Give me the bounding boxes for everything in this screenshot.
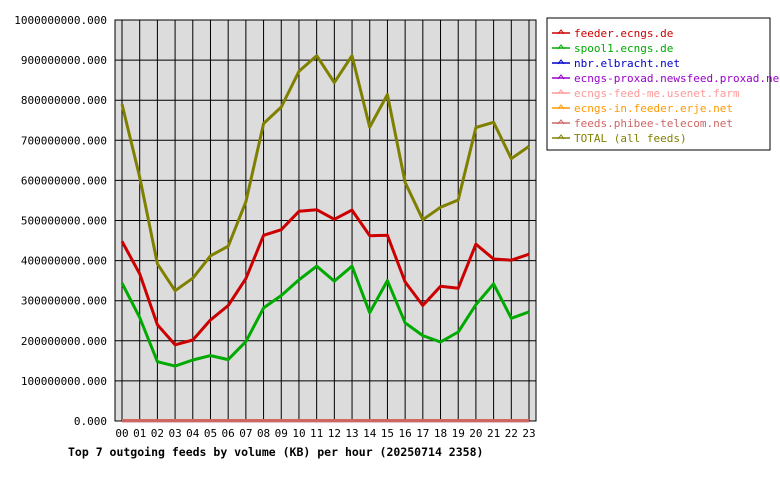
series-line-0: [120, 208, 530, 347]
legend-label: feeder.ecngs.de: [574, 27, 673, 40]
x-tick-label: 20: [469, 427, 482, 440]
legend-item: nbr.elbracht.net: [552, 57, 680, 70]
legend-marker-icon: [557, 89, 565, 95]
legend-label: feeds.phibee-telecom.net: [574, 117, 733, 130]
x-tick-label: 05: [204, 427, 217, 440]
x-axis: 00 01 02 03 04 05 06 07 08 09 10 11 12 13 14 15 16 17 18 19…: [115, 427, 535, 440]
legend-marker-icon: [557, 59, 565, 65]
x-tick-label: 13: [345, 427, 358, 440]
x-tick-label: 17: [416, 427, 429, 440]
y-tick-label: 500000000.000: [21, 215, 107, 228]
series-lines: [120, 54, 530, 423]
legend-item: spool1.ecngs.de: [552, 42, 673, 55]
y-tick-label: 300000000.000: [21, 295, 107, 308]
y-tick-label: 1000000000.000: [14, 14, 107, 27]
x-tick-label: 06: [222, 427, 235, 440]
y-tick-label: 400000000.000: [21, 255, 107, 268]
legend-item: ecngs-feed-me.usenet.farm: [552, 87, 740, 100]
legend-label: ecngs-proxad.newsfeed.proxad.net: [574, 72, 780, 85]
x-tick-label: 02: [151, 427, 164, 440]
x-tick-label: 23: [522, 427, 535, 440]
x-tick-label: 14: [363, 427, 377, 440]
x-tick-label: 15: [381, 427, 394, 440]
x-tick-label: 16: [399, 427, 412, 440]
x-tick-label: 00: [115, 427, 128, 440]
legend-item: ecngs-proxad.newsfeed.proxad.net: [552, 72, 780, 85]
y-tick-label: 800000000.000: [21, 94, 107, 107]
x-tick-label: 10: [292, 427, 305, 440]
legend-item: ecngs-in.feeder.erje.net: [552, 102, 733, 115]
legend-marker-icon: [557, 29, 565, 35]
x-tick-label: 04: [186, 427, 200, 440]
series-line-7: [120, 54, 530, 293]
legend-label: nbr.elbracht.net: [574, 57, 680, 70]
y-axis: 0.000 100000000.000 200000000.000 300000000…: [14, 14, 107, 428]
y-tick-label: 0.000: [74, 415, 107, 428]
x-tick-label: 11: [310, 427, 323, 440]
legend-item: TOTAL (all feeds): [552, 132, 687, 145]
x-tick-label: 19: [452, 427, 465, 440]
legend: feeder.ecngs.de spool1.ecngs.de nbr.elbrac…: [546, 17, 780, 151]
x-tick-label: 21: [487, 427, 500, 440]
legend-marker-icon: [557, 134, 565, 140]
legend-label: ecngs-in.feeder.erje.net: [574, 102, 733, 115]
y-tick-label: 600000000.000: [21, 174, 107, 187]
x-tick-label: 18: [434, 427, 447, 440]
x-tick-label: 01: [133, 427, 146, 440]
x-tick-label: 08: [257, 427, 270, 440]
legend-item: feeder.ecngs.de: [552, 27, 673, 40]
legend-marker-icon: [557, 74, 565, 80]
legend-label: TOTAL (all feeds): [574, 132, 687, 145]
x-tick-label: 22: [505, 427, 518, 440]
y-tick-label: 700000000.000: [21, 134, 107, 147]
legend-label: spool1.ecngs.de: [574, 42, 673, 55]
y-tick-label: 900000000.000: [21, 54, 107, 67]
x-tick-label: 12: [328, 427, 341, 440]
y-tick-label: 200000000.000: [21, 335, 107, 348]
legend-item: feeds.phibee-telecom.net: [552, 117, 733, 130]
chart-title: Top 7 outgoing feeds by volume (KB) per …: [68, 445, 483, 459]
legend-box: [546, 17, 771, 151]
series-line-1: [120, 264, 530, 368]
legend-marker-icon: [557, 104, 565, 110]
legend-label: ecngs-feed-me.usenet.farm: [574, 87, 740, 100]
legend-marker-icon: [557, 119, 565, 125]
x-tick-label: 09: [275, 427, 288, 440]
legend-marker-icon: [557, 44, 565, 50]
x-tick-label: 07: [239, 427, 252, 440]
x-tick-label: 03: [168, 427, 181, 440]
y-tick-label: 100000000.000: [21, 375, 107, 388]
